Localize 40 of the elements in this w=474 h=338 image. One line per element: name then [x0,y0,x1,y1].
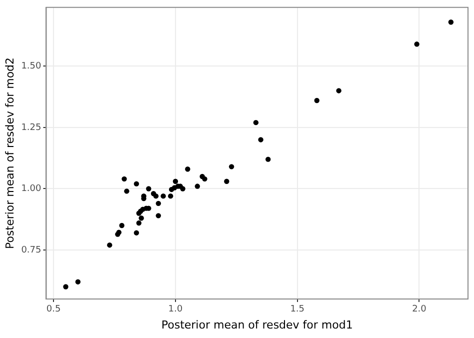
point [185,166,190,172]
point [119,222,124,228]
point [138,216,144,221]
point [122,176,127,182]
point [107,242,112,248]
point [253,120,258,126]
point [146,186,152,192]
point [160,193,166,199]
x-axis-title: Posterior mean of resdev for mod1 [161,318,353,332]
x-tick-label: 1.0 [168,304,183,315]
point [172,178,178,184]
point [180,186,186,192]
point [265,156,271,162]
point [153,193,159,199]
point [156,200,161,206]
point [258,137,264,142]
point [314,98,320,104]
x-tick-label: 1.5 [290,304,305,315]
point [124,188,130,194]
point [224,178,230,184]
point [228,164,234,170]
point [414,42,420,47]
point [448,20,454,25]
x-tick-label: 2.0 [412,304,427,315]
point [194,184,200,189]
point [134,181,140,186]
point [63,284,68,290]
point [134,230,140,236]
point [168,193,174,199]
point [202,176,208,182]
y-axis-title: Posterior mean of resdev for mod2 [3,57,16,249]
y-tick-label: 0.75 [21,245,42,256]
x-tick-label: 0.5 [46,304,61,315]
y-tick-label: 1.50 [21,62,42,72]
point [156,213,161,218]
point [336,88,342,94]
point [75,279,81,284]
point [136,220,142,226]
y-tick-label: 1.25 [21,122,42,133]
y-tick-label: 1.00 [21,184,42,194]
